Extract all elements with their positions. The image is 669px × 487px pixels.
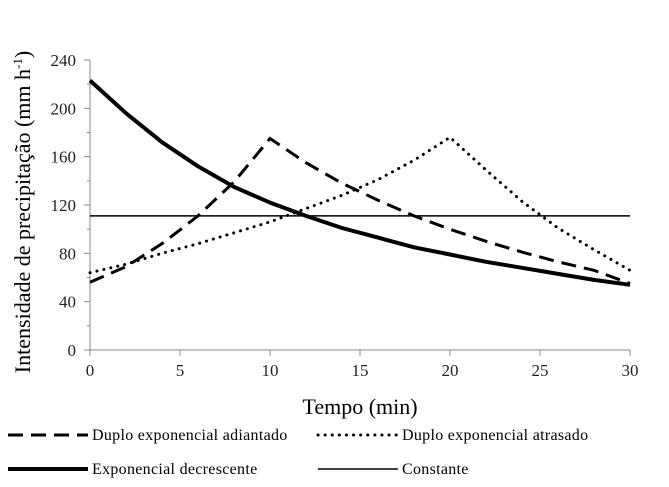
legend-label: Exponencial decrescente [92,461,257,478]
y-tick-label: 120 [51,196,77,215]
x-tick-label: 5 [176,361,185,380]
series-line-exponencial-decrescente [88,79,631,287]
y-tick-label: 0 [68,341,77,360]
x-tick-label: 15 [352,361,369,380]
y-tick-label: 200 [51,99,77,118]
legend-item-duplo-exponencial-adiantado: Duplo exponencial adiantado [8,427,288,444]
y-tick-label: 40 [59,293,76,312]
y-axis-title-superscript: -1 [10,58,25,69]
legend-label: Constante [402,461,469,478]
series-layer [88,79,632,287]
legend-label: Duplo exponencial adiantado [92,427,288,444]
y-tick-label: 160 [51,148,77,167]
x-tick-label: 10 [262,361,279,380]
y-axis-title-close: ) [10,51,35,58]
legend-item-duplo-exponencial-atrasado: Duplo exponencial atrasado [316,427,588,444]
svg-text:Intensidade de precipitação (m: Intensidade de precipitação (mm h-1) [10,51,35,373]
series-line-duplo-exponencial-atrasado [88,135,632,275]
x-tick-label: 25 [532,361,549,380]
x-axis-title: Tempo (min) [302,394,417,419]
axes: 0 5 10 15 20 25 30 0 40 80 120 160 200 240 [51,51,639,380]
y-axis-title-main: Intensidade de precipitação (mm h [10,69,35,373]
x-tick-label: 30 [622,361,639,380]
y-axis-title: Intensidade de precipitação (mm h-1) [10,51,35,373]
x-tick-label: 20 [442,361,459,380]
x-tick-label: 0 [86,361,95,380]
legend: Duplo exponencial adiantado Duplo exponen… [8,427,588,478]
y-tick-label: 240 [51,51,77,70]
series-line-duplo-exponencial-adiantado [89,136,631,285]
legend-label: Duplo exponencial atrasado [402,427,588,444]
legend-item-constante: Constante [318,461,469,478]
y-tick-label: 80 [59,244,76,263]
legend-item-exponencial-decrescente: Exponencial decrescente [8,461,257,478]
